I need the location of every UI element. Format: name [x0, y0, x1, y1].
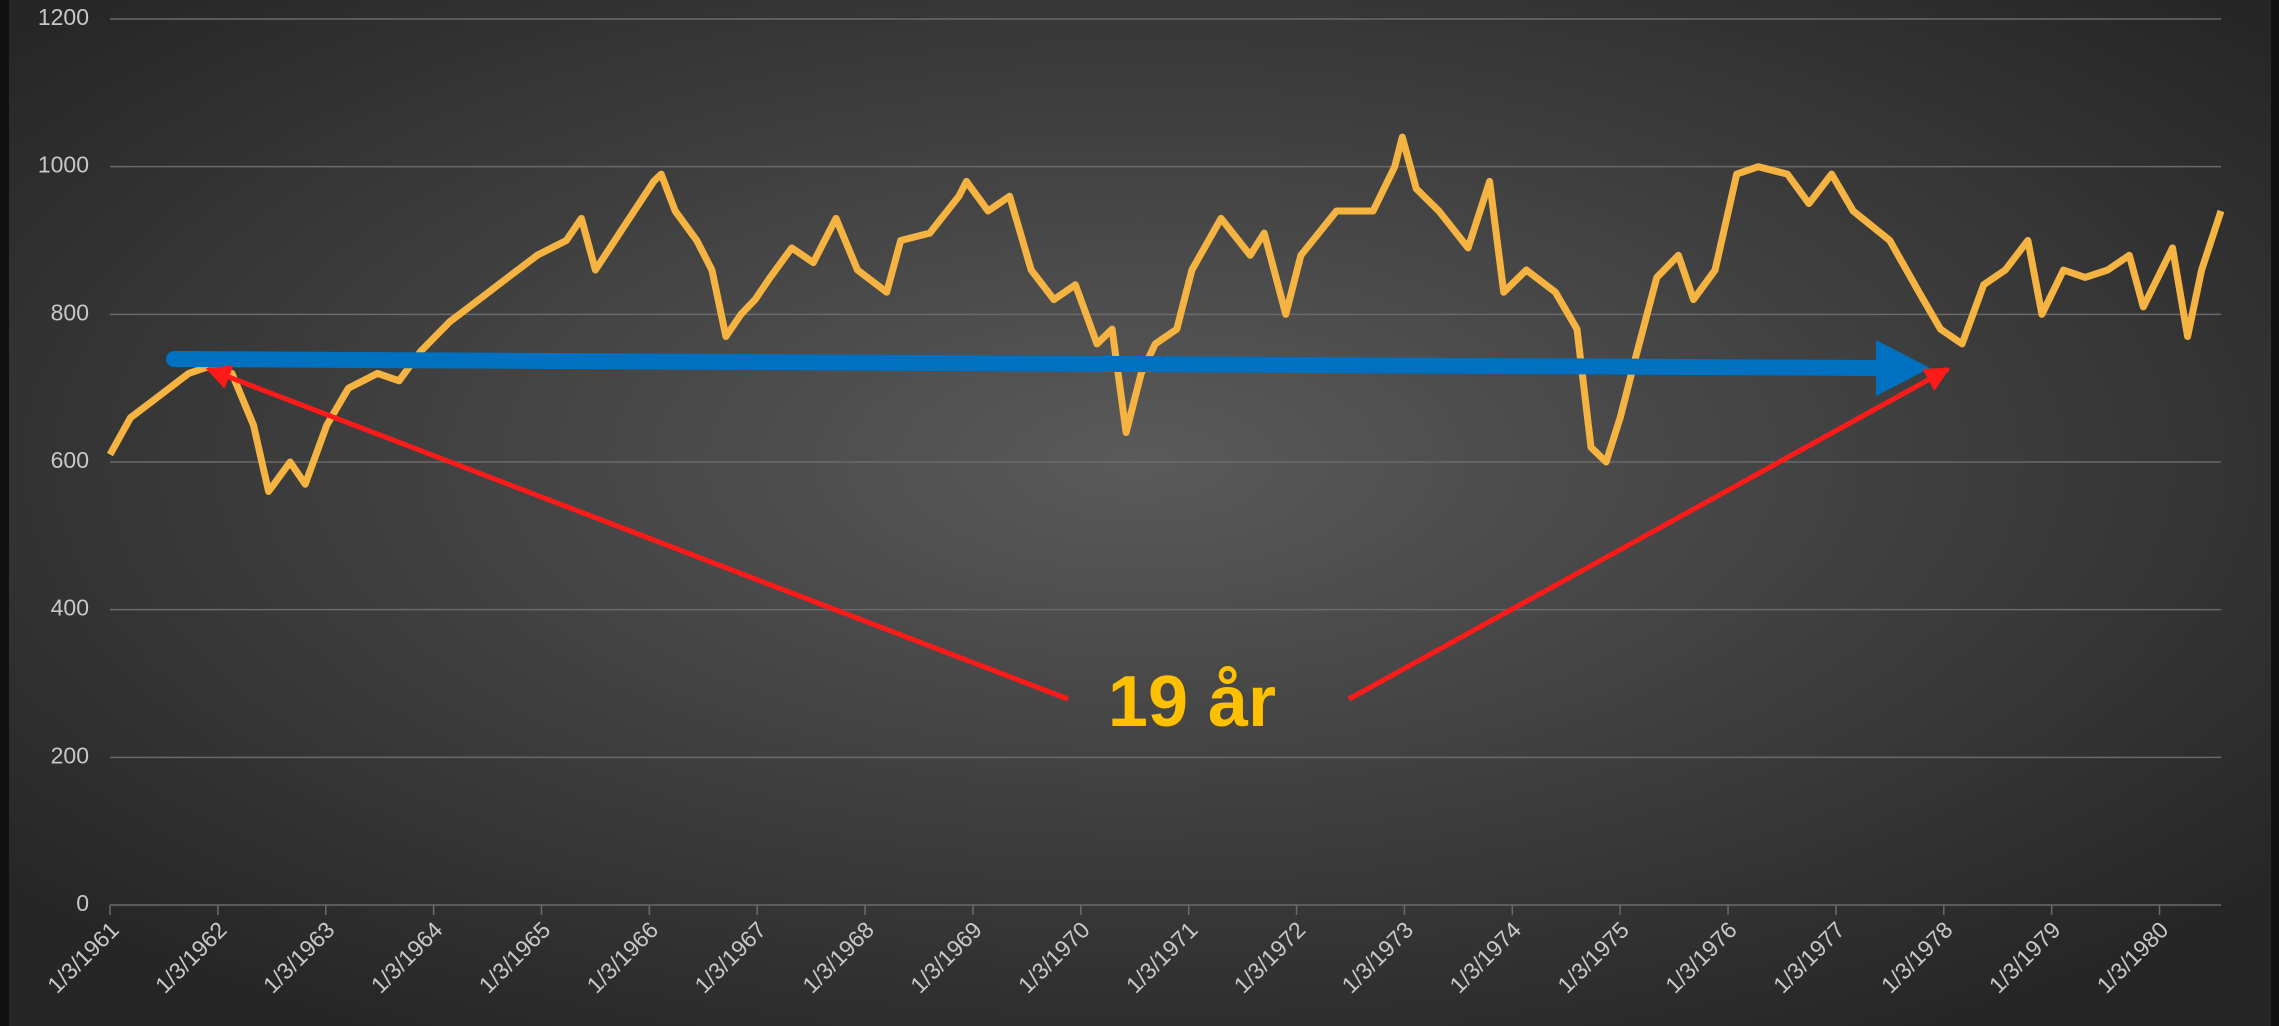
annotations: 19 år — [166, 340, 1951, 742]
background — [9, 0, 2271, 1026]
y-tick-label: 800 — [51, 299, 89, 325]
blue-arrow-head — [1876, 340, 1930, 396]
y-tick-label: 0 — [76, 890, 89, 916]
blue-arrow-shaft — [166, 351, 1888, 376]
red-arrow — [1347, 366, 1951, 702]
red-arrow — [205, 365, 1069, 702]
y-tick-label: 1000 — [38, 152, 89, 178]
y-tick-label: 1200 — [38, 4, 89, 30]
y-tick-label: 600 — [51, 447, 89, 473]
price-line — [106, 133, 2225, 495]
annotation: 19 år — [1108, 662, 1276, 742]
y-tick-label: 400 — [51, 595, 89, 621]
y-tick-label: 200 — [51, 742, 89, 768]
